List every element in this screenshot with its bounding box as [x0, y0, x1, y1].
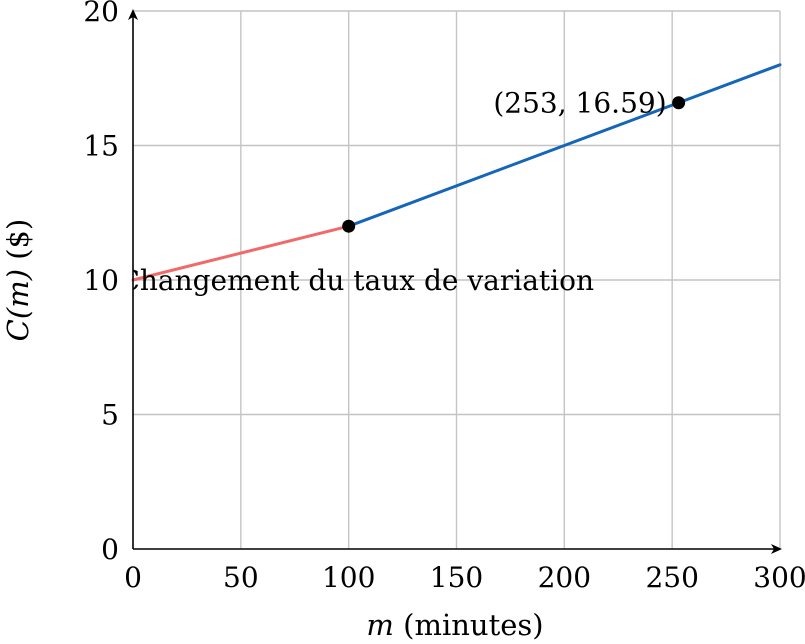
x-tick-label: 250	[645, 561, 698, 594]
y-tick-label: 20	[83, 0, 119, 28]
y-axis-arrowhead	[128, 9, 138, 20]
data-point	[672, 96, 686, 110]
x-axis-label-unit: (minutes)	[394, 608, 544, 642]
data-point	[342, 219, 356, 233]
y-tick-label: 0	[101, 533, 119, 566]
grid	[133, 10, 781, 549]
x-axis-arrowhead	[771, 544, 782, 554]
x-tick-label: 200	[538, 561, 591, 594]
x-tick-label: 100	[322, 561, 375, 594]
axes	[128, 9, 782, 554]
series-line-1	[131, 224, 351, 282]
y-tick-label: 15	[83, 130, 119, 163]
point-annotation: (253, 16.59)	[493, 87, 666, 120]
series-line-2	[347, 63, 782, 228]
y-axis-label-unit: ($)	[1, 219, 35, 269]
y-tick-label: 5	[101, 399, 119, 432]
x-tick-label: 150	[430, 561, 483, 594]
y-axis-label: C(m) ($)	[1, 219, 35, 342]
series-layer	[131, 63, 782, 282]
x-tick-label: 300	[753, 561, 805, 594]
x-axis-label: m (minutes)	[366, 608, 543, 642]
y-tick-label: 10	[83, 264, 119, 297]
points-layer	[342, 96, 686, 233]
annotations: (253, 16.59) Changement du taux de variat…	[118, 87, 667, 297]
y-axis-label-var: C(m)	[1, 269, 35, 341]
x-axis-label-var: m	[366, 608, 394, 642]
x-tick-label: 50	[223, 561, 259, 594]
ticks: 0 50 100 150 200 250 300 0 5 10 15 20	[83, 0, 805, 594]
rate-change-annotation: Changement du taux de variation	[118, 264, 594, 297]
x-tick-label: 0	[124, 561, 142, 594]
